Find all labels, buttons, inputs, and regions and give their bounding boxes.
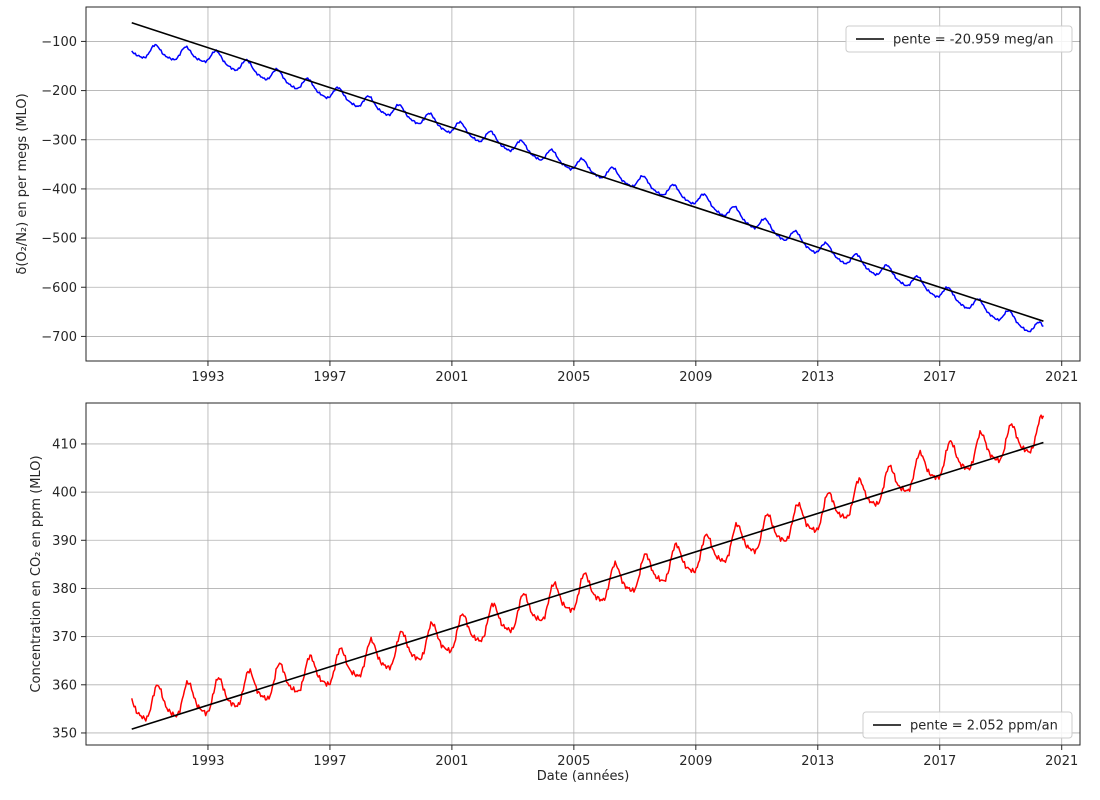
y-tick-label: −600	[41, 281, 77, 296]
co2-chart: 1993 1997 2001 2005 2009 2013 2017 2021 350 360 37…	[29, 402, 1081, 784]
x-tick-label: 2009	[679, 370, 712, 385]
x-tick-label: 2001	[435, 370, 468, 385]
x-tick-label: 2001	[435, 754, 468, 769]
x-tick-label: 2013	[801, 754, 834, 769]
legend-label: pente = -20.959 meg/an	[893, 33, 1054, 48]
y-tick-label: 380	[52, 582, 77, 597]
x-tick-label: 2013	[801, 370, 834, 385]
legend-label: pente = 2.052 ppm/an	[910, 719, 1058, 734]
x-tick-label: 2017	[923, 754, 956, 769]
legend: pente = -20.959 meg/an	[845, 25, 1073, 53]
y-tick-label: −400	[41, 182, 77, 197]
y-tick-label: −200	[41, 84, 77, 99]
legend-box	[845, 25, 1073, 53]
x-tick-label: 2017	[923, 370, 956, 385]
trend-line	[131, 21, 1044, 322]
trend-line	[131, 441, 1044, 730]
x-tick-label: 1997	[313, 370, 346, 385]
x-tick-label: 1997	[313, 754, 346, 769]
axes-frame	[85, 402, 1081, 746]
y-tick-label: 350	[52, 726, 77, 741]
y-tick-label: −300	[41, 133, 77, 148]
x-tick-label: 2005	[557, 370, 590, 385]
x-tick-label: 2021	[1045, 754, 1078, 769]
x-tick-label: 2009	[679, 754, 712, 769]
oxygen-chart: 1993 1997 2001 2005 2009 2013 2017 2021 −700 −600…	[15, 6, 1081, 385]
x-tick-label: 1993	[191, 754, 224, 769]
axes-frame	[85, 6, 1081, 362]
y-axis-label: δ(O₂/N₂) en per megs (MLO)	[15, 93, 30, 274]
y-axis-label: Concentration en CO₂ en ppm (MLO)	[29, 455, 44, 692]
y-tick-label: −100	[41, 35, 77, 50]
x-tick-label: 1993	[191, 370, 224, 385]
legend-box	[862, 711, 1073, 739]
y-tick-label: 400	[52, 486, 77, 501]
y-tick-label: −500	[41, 232, 77, 247]
y-tick-label: 410	[52, 437, 77, 452]
x-tick-label: 2021	[1045, 370, 1078, 385]
y-tick-label: 390	[52, 534, 77, 549]
y-tick-label: 360	[52, 678, 77, 693]
x-axis-label: Date (années)	[537, 769, 630, 784]
x-tick-label: 2005	[557, 754, 590, 769]
data-series-line	[131, 414, 1045, 722]
y-tick-label: −700	[41, 330, 77, 345]
y-tick-label: 370	[52, 630, 77, 645]
legend: pente = 2.052 ppm/an	[862, 711, 1073, 739]
